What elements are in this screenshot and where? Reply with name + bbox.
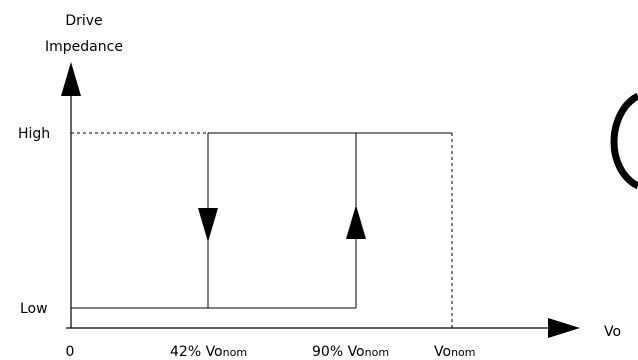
x-tick-nom-prefix: Vo bbox=[434, 344, 451, 360]
up-arrowhead bbox=[346, 205, 366, 239]
y-axis-title-line2: Impedance bbox=[45, 39, 123, 55]
x-tick-90-label: 90% Vonom bbox=[312, 344, 389, 360]
x-tick-nom-subscript: nom bbox=[451, 346, 475, 359]
low-label: Low bbox=[20, 301, 48, 317]
high-label: High bbox=[18, 126, 50, 142]
x-axis-arrowhead bbox=[548, 318, 580, 338]
x-tick-42-prefix: 42% Vo bbox=[170, 344, 223, 360]
y-axis-title-line1: Drive bbox=[65, 13, 102, 29]
x-tick-nom-label: Vonom bbox=[434, 344, 475, 360]
down-arrowhead bbox=[198, 208, 218, 242]
x-tick-origin-label: 0 bbox=[66, 344, 75, 360]
y-axis bbox=[61, 62, 81, 328]
x-axis bbox=[66, 318, 580, 338]
x-tick-90-subscript: nom bbox=[365, 346, 389, 359]
x-tick-42-label: 42% Vonom bbox=[170, 344, 247, 360]
x-axis-label: Vo bbox=[604, 324, 621, 340]
x-tick-90-prefix: 90% Vo bbox=[312, 344, 365, 360]
hysteresis-loop bbox=[71, 132, 452, 309]
y-axis-arrowhead bbox=[61, 62, 81, 96]
x-tick-42-subscript: nom bbox=[223, 346, 247, 359]
cropped-edge-glyph bbox=[610, 92, 638, 190]
